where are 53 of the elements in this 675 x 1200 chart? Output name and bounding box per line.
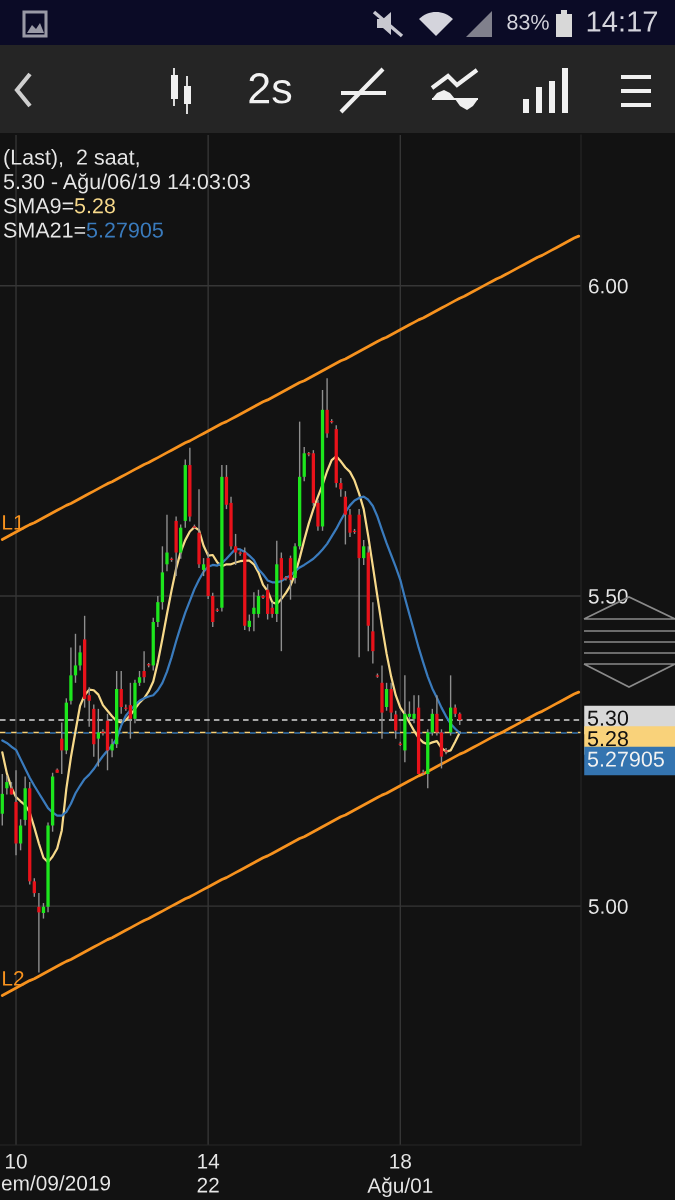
candlestick xyxy=(435,694,439,737)
text: em/09/2019 xyxy=(1,1175,111,1191)
y-tick-label: 6.00 xyxy=(589,278,628,294)
candlestick xyxy=(96,708,101,768)
candlestick xyxy=(343,490,348,546)
y-tick-label: 5.00 xyxy=(588,899,628,914)
line-series xyxy=(0,690,581,997)
candlestick xyxy=(362,539,366,566)
candlestick xyxy=(256,589,261,619)
candlestick xyxy=(316,499,320,532)
candlestick xyxy=(325,377,329,439)
annotation: SMA9=5.28 xyxy=(3,198,115,214)
candlestick xyxy=(142,650,146,684)
y-tick-label: 5.50 xyxy=(588,588,628,604)
x-tick-label: 18 Ağu/01 xyxy=(367,1153,433,1198)
candlestick xyxy=(302,446,306,482)
candlestick xyxy=(5,775,9,796)
candlestick xyxy=(128,682,133,740)
text: 83% xyxy=(507,14,549,30)
candlestick xyxy=(37,892,41,974)
candlestick xyxy=(110,737,114,758)
candlestick xyxy=(87,686,91,728)
ref-line-label: 5.30 xyxy=(587,710,629,726)
line-series xyxy=(1,495,461,817)
candlestick xyxy=(384,682,389,712)
candlestick xyxy=(389,682,393,721)
annotation: SMA21=5.27905 xyxy=(3,222,163,238)
candlestick xyxy=(252,591,256,633)
candlestick xyxy=(73,633,78,684)
text: 2s xyxy=(249,73,292,104)
candlestick xyxy=(394,710,398,740)
candlestick xyxy=(18,818,23,852)
candlestick xyxy=(119,670,123,715)
candlestick xyxy=(412,694,416,724)
candlestick xyxy=(421,768,425,776)
candlestick xyxy=(156,595,160,628)
text: (Last), 2 saat, xyxy=(4,148,139,170)
candlestick xyxy=(165,513,169,572)
candlestick xyxy=(371,601,375,665)
line-series xyxy=(1,455,461,864)
candlestick xyxy=(288,554,293,601)
candlestick xyxy=(78,644,82,672)
candlestick xyxy=(233,533,238,566)
ref-line-label: 5.27905 xyxy=(587,751,664,767)
candlestick xyxy=(348,508,352,538)
candlestick xyxy=(339,477,343,498)
candlestick xyxy=(32,877,36,898)
text: 5.30 - Ağu/06/19 14:03:03 xyxy=(3,173,250,194)
candlestick xyxy=(0,773,4,827)
x-tick-label: 10 xyxy=(6,1153,27,1169)
x-tick-label: 14 22 xyxy=(197,1154,220,1193)
ref-line-label: 5.28 xyxy=(587,731,628,747)
text: 14:17 xyxy=(587,11,658,32)
